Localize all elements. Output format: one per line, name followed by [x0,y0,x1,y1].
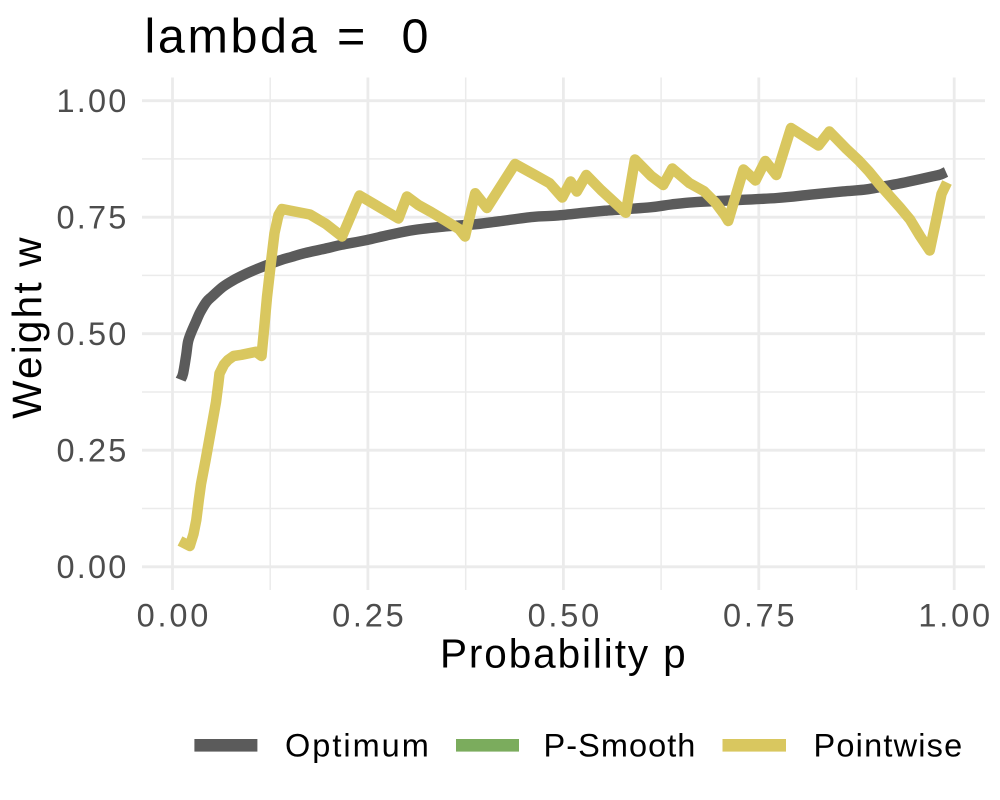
svg-text:0.25: 0.25 [332,598,406,634]
svg-text:Pointwise: Pointwise [814,728,964,764]
svg-text:0: 0 [402,10,429,64]
svg-text:0.50: 0.50 [528,598,602,634]
svg-text:0.75: 0.75 [56,200,128,236]
svg-text:0.25: 0.25 [56,433,128,469]
svg-text:P-Smooth: P-Smooth [544,728,697,764]
svg-text:lambda: lambda [145,10,320,64]
svg-text:Optimum: Optimum [285,728,431,764]
svg-text:0.00: 0.00 [56,549,128,585]
svg-text:1.00: 1.00 [918,598,992,634]
svg-text:1.00: 1.00 [56,83,128,119]
svg-text:0.00: 0.00 [137,598,211,634]
svg-text:Weight w: Weight w [4,235,50,418]
svg-text:0.50: 0.50 [56,316,128,352]
svg-text:Probability p: Probability p [440,631,688,677]
svg-text:0.75: 0.75 [723,598,797,634]
svg-text:=: = [337,10,365,64]
